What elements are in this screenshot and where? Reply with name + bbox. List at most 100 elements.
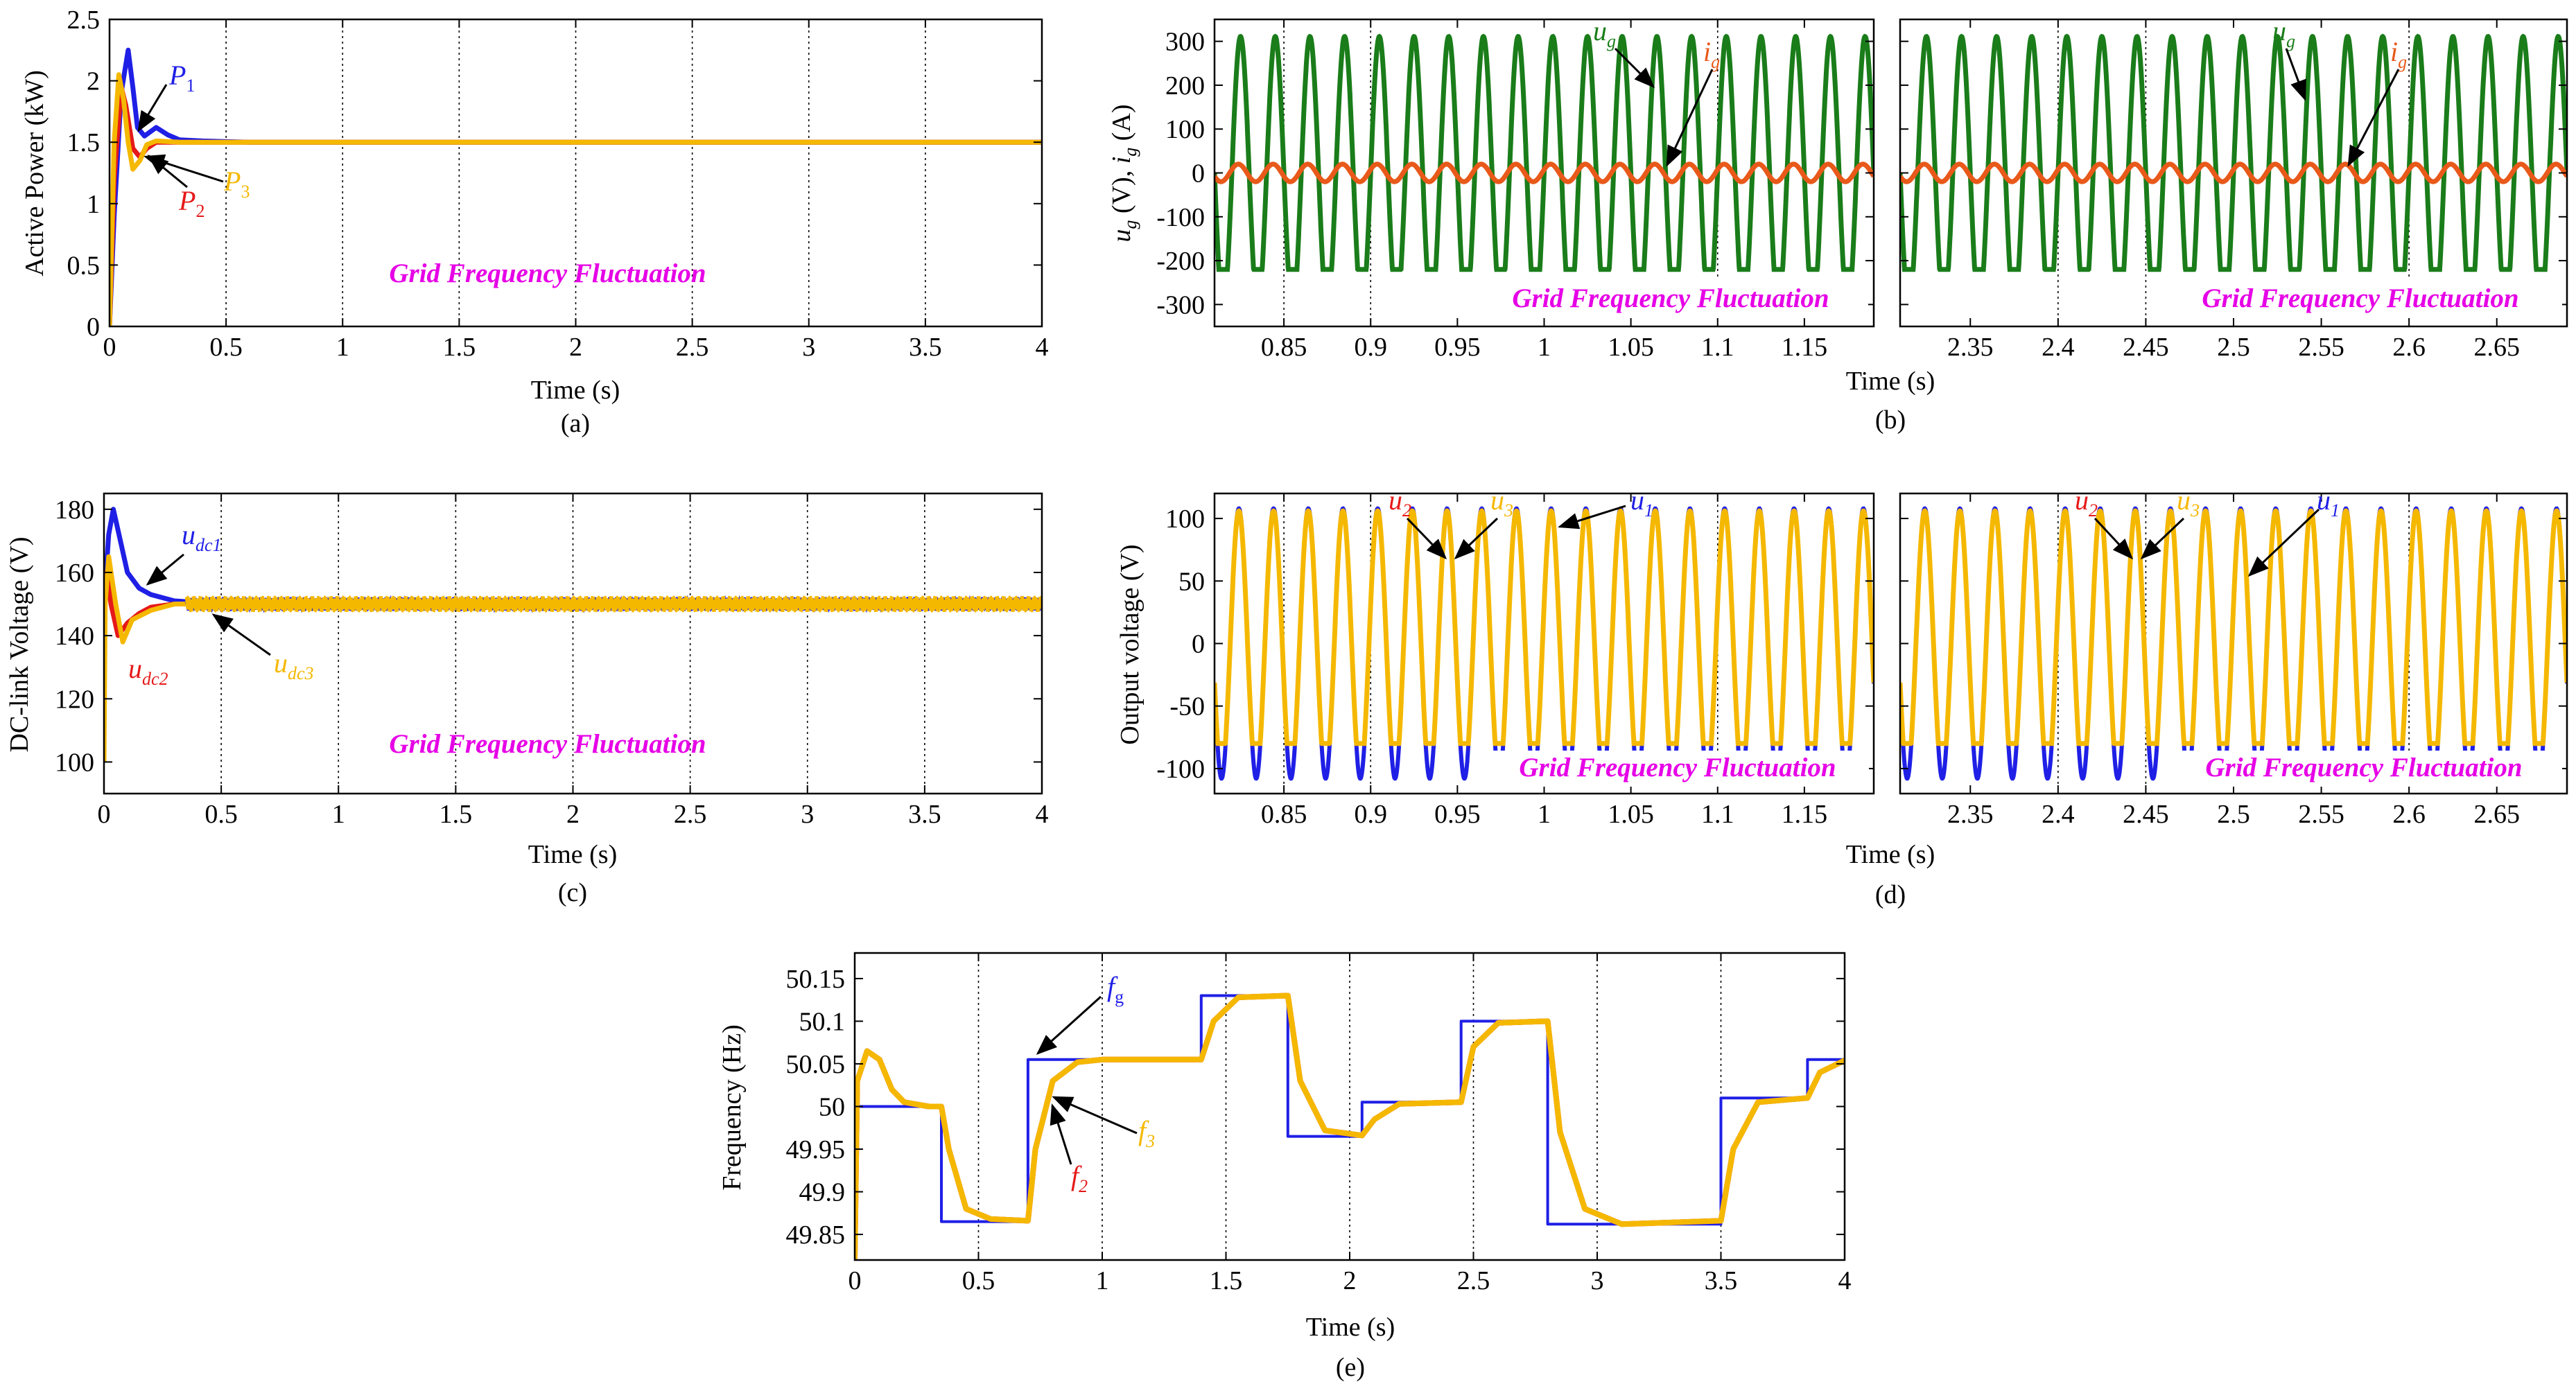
arrow-f3: [1052, 1096, 1138, 1135]
panel-b-series-right: [1900, 33, 2567, 272]
series-u3: [1900, 508, 2567, 746]
x-tick-label: 2: [1343, 1266, 1357, 1295]
x-tick-label: 1: [1096, 1266, 1109, 1295]
arrow-fg: [1036, 995, 1102, 1056]
x-tick-label: 1.1: [1701, 800, 1734, 829]
arrow-p1: [137, 84, 168, 132]
y-tick-label: 50.15: [786, 965, 846, 994]
panel-c: 0 0.5 1 1.5 2 2.5 3 3.5 4 100 120 140 160 180 DC-link…: [5, 492, 1049, 907]
x-tick-label: 3: [802, 333, 815, 362]
x-tick-label: 1: [1538, 333, 1551, 362]
y-tick-label: 2: [87, 67, 100, 96]
arrow-u1-left: [1558, 505, 1626, 530]
panel-b-xlabel: Time (s): [1846, 367, 1935, 396]
panel-c-annotation: Grid Frequency Fluctuation: [389, 729, 706, 759]
x-tick-label: 1: [1538, 800, 1551, 829]
panel-b-label: (b): [1875, 405, 1906, 435]
callout-ug-right: ug: [2272, 15, 2295, 51]
x-tick-label: 2.55: [2298, 800, 2344, 829]
x-tick-label: 0: [103, 333, 116, 362]
callout-fg: fg: [1107, 971, 1124, 1007]
y-tick-label: 160: [55, 559, 94, 588]
panel-d-callouts: u2 u3 u1 u2 u3 u1: [1389, 484, 2340, 577]
series-ig: [1900, 161, 2567, 184]
x-tick-label: 0.95: [1434, 800, 1481, 829]
panel-a-ticks: 0 0.5 1 1.5 2 2.5 3 3.5 4 0 0.5 1 1.5 2 2.5: [67, 6, 1049, 362]
callout-u2-right: u2: [2075, 484, 2098, 520]
panel-d-xlabel: Time (s): [1846, 840, 1935, 869]
panel-b: 0.85 0.9 0.95 1 1.05 1.1 1.15 -300 -200 -100 0 100 2…: [1107, 15, 2568, 435]
callout-udc3: udc3: [274, 647, 314, 683]
panel-e-callouts: fg f2 f3: [1036, 971, 1155, 1196]
x-tick-label: 1.5: [1210, 1266, 1243, 1295]
callout-udc1: udc1: [182, 519, 222, 555]
x-tick-label: 4: [1036, 333, 1049, 362]
x-tick-label: 0.85: [1261, 333, 1307, 362]
arrow-u3-left: [1454, 517, 1499, 560]
arrow-u3-right: [2140, 517, 2185, 560]
arrow-ug-right: [2285, 48, 2306, 101]
panel-c-callouts: udc1 udc2 udc3: [128, 519, 314, 689]
y-tick-label: 0.5: [67, 251, 101, 280]
panel-b-right-annotation-bg: [2164, 279, 2562, 317]
x-tick-label: 2: [566, 800, 580, 829]
panel-c-xlabel: Time (s): [528, 840, 617, 869]
callout-ug-left: ug: [1593, 15, 1616, 51]
y-tick-label: 180: [55, 496, 94, 525]
x-tick-label: 0.5: [962, 1266, 995, 1295]
arrow-u2-left: [1406, 517, 1447, 560]
panel-d-left-annotation: Grid Frequency Fluctuation: [1519, 753, 1836, 782]
y-tick-label: 100: [55, 748, 94, 777]
x-tick-label: 2.65: [2473, 800, 2520, 829]
arrow-ig-left: [1666, 69, 1714, 167]
callout-ig-left: ig: [1703, 36, 1720, 72]
x-tick-label: 2.45: [2123, 333, 2169, 362]
x-tick-label: 4: [1036, 800, 1049, 829]
panel-c-grid: [220, 493, 925, 794]
panel-b-ylabel: ug (V), ig (A): [1107, 104, 1140, 242]
arrow-p3: [143, 154, 224, 183]
panel-d: 0.85 0.9 0.95 1 1.05 1.1 1.15 -100 -50 0 50 100 2.35…: [1115, 484, 2568, 909]
x-tick-label: 1: [336, 333, 349, 362]
panel-b-left-annotation: Grid Frequency Fluctuation: [1512, 283, 1829, 313]
series-udc3-ripple: [184, 595, 1042, 613]
x-tick-label: 2.45: [2123, 800, 2169, 829]
y-tick-label: 0: [1192, 630, 1205, 659]
panel-d-right-annotation-bg: [2168, 751, 2562, 787]
x-tick-label: 3: [801, 800, 814, 829]
y-tick-label: 1.5: [67, 128, 101, 157]
y-tick-label: 0: [1192, 159, 1205, 189]
x-tick-label: 1.05: [1608, 333, 1654, 362]
panel-c-ticks: 0 0.5 1 1.5 2 2.5 3 3.5 4 100 120 140 160 180: [55, 493, 1049, 829]
x-tick-label: 1.15: [1782, 333, 1828, 362]
x-tick-label: 3.5: [1705, 1266, 1738, 1295]
series-ug: [1900, 33, 2567, 272]
series-ig: [1215, 161, 1874, 184]
y-tick-label: 1: [87, 190, 100, 219]
callout-u1-left: u1: [1630, 484, 1653, 520]
x-tick-label: 0.5: [204, 800, 238, 829]
panel-c-label: (c): [558, 878, 587, 907]
panel-e-ticks: 0 0.5 1 1.5 2 2.5 3 3.5 4 49.85 49.9 49.95 50 50.05 50…: [786, 953, 1852, 1295]
x-tick-label: 2.5: [2217, 800, 2250, 829]
x-tick-label: 0.85: [1261, 800, 1307, 829]
panel-c-ylabel: DC-link Voltage (V): [5, 536, 34, 752]
series-p2: [110, 85, 1042, 326]
y-tick-label: 100: [1165, 115, 1205, 144]
y-tick-label: 300: [1165, 28, 1205, 57]
x-tick-label: 2.4: [2042, 333, 2075, 362]
x-tick-label: 0.5: [209, 333, 243, 362]
panel-b-series-left: [1215, 33, 1874, 272]
arrow-ug-left: [1614, 47, 1655, 89]
series-f3: [855, 992, 1845, 1260]
y-tick-label: 49.85: [786, 1221, 846, 1250]
panel-b-grid: [1283, 19, 2410, 326]
arrow-udc3: [211, 613, 271, 656]
y-tick-label: -300: [1156, 290, 1205, 320]
panel-e-grid: [977, 953, 1722, 1260]
x-tick-label: 2.35: [1947, 800, 1994, 829]
y-tick-label: 2.5: [67, 6, 101, 35]
panel-e-series: [855, 992, 1845, 1260]
panel-d-ylabel: Output voltage (V): [1115, 544, 1145, 744]
x-tick-label: 1.15: [1782, 800, 1828, 829]
